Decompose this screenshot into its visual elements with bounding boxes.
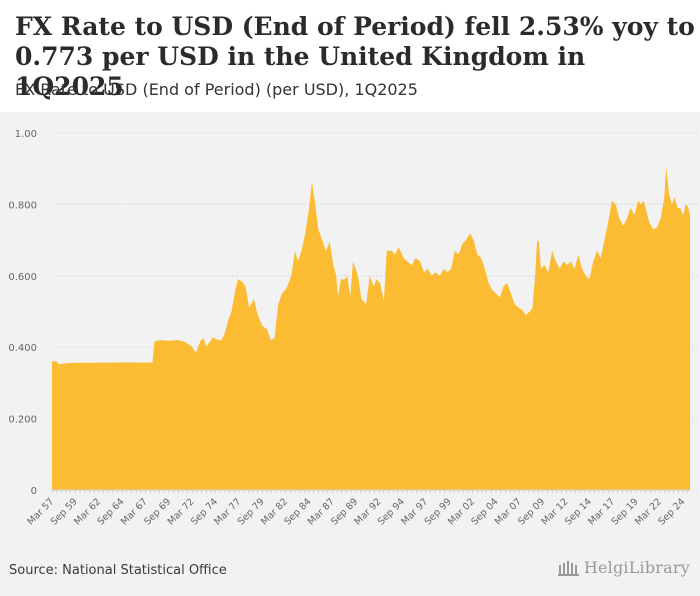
y-tick-label: 0.400: [8, 343, 37, 354]
helgi-library-logo[interactable]: HelgiLibrary: [557, 558, 690, 577]
y-tick-label: 0.600: [8, 272, 37, 283]
x-tick-label: Sep 24: [656, 496, 687, 527]
source-note: Source: National Statistical Office: [9, 563, 227, 578]
y-tick-label: 1.00: [15, 129, 37, 140]
library-building-icon: [557, 560, 579, 576]
chart-area: 0 0.200 0.400 0.600 0.800 1.00 Mar 57 Sep 59 Mar…: [0, 112, 700, 596]
y-tick-label: 0.800: [8, 200, 37, 211]
y-tick-label: 0.200: [8, 415, 37, 426]
chart-title: FX Rate to USD (End of Period) fell 2.53…: [15, 12, 695, 101]
y-tick-label: 0: [31, 486, 37, 497]
chart-header: FX Rate to USD (End of Period) fell 2.53…: [0, 0, 700, 112]
chart-subtitle: FX Rate to USD (End of Period) (per USD)…: [15, 80, 418, 99]
logo-text: HelgiLibrary: [583, 558, 690, 577]
area-series-fx-rate: [52, 166, 690, 490]
